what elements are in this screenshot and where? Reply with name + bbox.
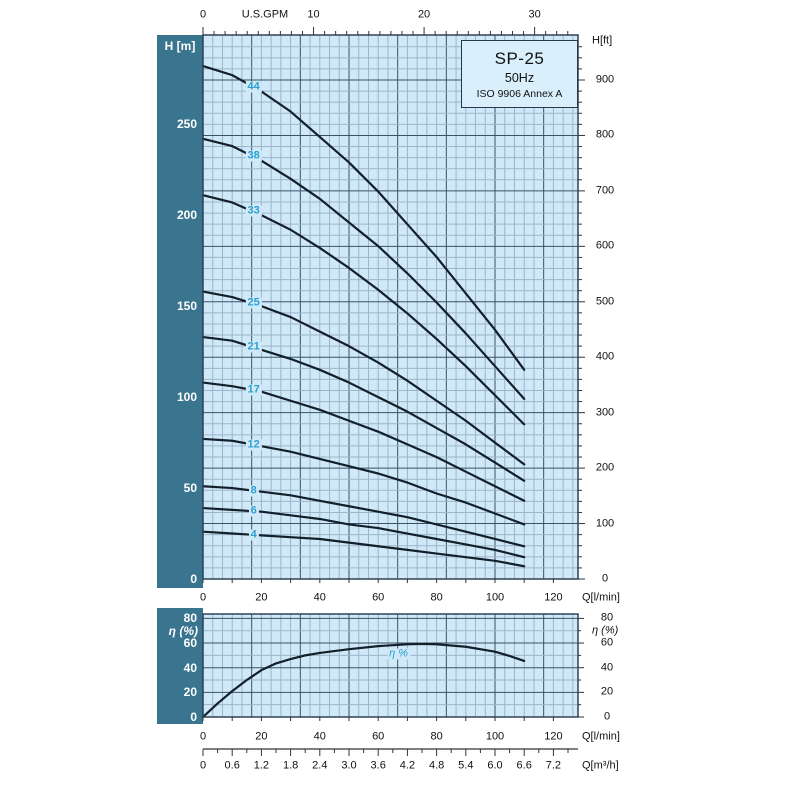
right-tick-label-300: 300 [595,406,615,419]
right-tick-label-500: 500 [595,295,615,308]
curve-label-6: 6 [248,504,259,517]
bottom-eff-tick-label-60: 60 [372,730,385,743]
m3h-tick-label-5.4: 5.4 [458,759,474,772]
bottom-eff-tick-label-20: 20 [255,730,268,743]
pump-model: SP-25 [494,48,545,68]
curve-label-21: 21 [245,340,262,353]
eff-left-tick-label-40: 40 [183,660,197,675]
bottom-eff-axis-unit: Q[l/min] [582,730,620,743]
top-axis-unit: U.S.GPM [241,8,289,21]
m3h-tick-label-2.4: 2.4 [312,759,328,772]
top-tick-label-0: 0 [199,8,207,21]
left-tick-label-0: 0 [190,572,197,586]
left-axis-unit: H [m] [164,39,196,53]
bottom-eff-tick-label-0: 0 [199,730,207,743]
curve-label-17: 17 [245,383,262,396]
bottom-main-axis-unit: Q[l/min] [582,591,620,604]
left-tick-label-150: 150 [176,299,197,314]
bottom-eff-tick-label-40: 40 [313,730,326,743]
right-tick-label-100: 100 [595,517,615,530]
curve-label-25: 25 [245,296,262,309]
left-tick-label-50: 50 [183,481,197,496]
bottom-main-tick-label-80: 80 [430,591,443,604]
bottom-main-tick-label-60: 60 [372,591,385,604]
right-tick-label-600: 600 [595,239,615,252]
m3h-tick-label-6.0: 6.0 [487,759,503,772]
m3h-tick-label-6.6: 6.6 [516,759,532,772]
bottom-eff-tick-label-100: 100 [485,730,505,743]
m3h-tick-label-4.8: 4.8 [428,759,445,772]
curve-label-8: 8 [248,484,259,497]
m3h-tick-label-1.2: 1.2 [253,759,270,772]
m3h-tick-label-1.8: 1.8 [282,759,299,772]
m3h-tick-label-0.6: 0.6 [224,759,240,772]
left-tick-label-200: 200 [176,208,197,223]
left-tick-label-100: 100 [176,390,197,405]
eff-left-axis-unit: η (%) [168,624,198,638]
eff-left-tick-label-80: 80 [183,611,197,626]
eff-right-tick-label-20: 20 [600,685,614,698]
bottom-main-tick-label-20: 20 [255,591,268,604]
eff-right-tick-label-0: 0 [603,710,611,723]
eff-right-tick-label-40: 40 [600,661,614,674]
bottom-main-tick-label-120: 120 [544,591,563,604]
bottom-eff-tick-label-80: 80 [430,730,443,743]
curve-label-4: 4 [248,528,259,541]
efficiency-curve-label: η % [387,647,411,660]
curve-label-12: 12 [245,438,262,451]
right-tick-label-200: 200 [595,461,615,474]
eff-left-tick-label-0: 0 [190,710,197,724]
right-tick-label-400: 400 [595,350,615,363]
bottom-main-tick-label-100: 100 [485,591,505,604]
top-tick-label-20: 20 [417,8,431,21]
top-tick-label-30: 30 [528,8,541,21]
right-tick-label-900: 900 [595,73,615,86]
eff-left-tick-label-20: 20 [183,685,197,700]
eff-right-axis-unit: η (%) [592,624,619,637]
bottom-main-tick-label-40: 40 [313,591,326,604]
right-tick-label-700: 700 [595,184,615,197]
right-tick-label-0: 0 [601,572,609,585]
m3h-tick-label-3.0: 3.0 [341,759,357,772]
pump-standard: ISO 9906 Annex A [476,87,563,100]
m3h-tick-label-3.6: 3.6 [370,759,386,772]
right-tick-label-800: 800 [595,128,615,141]
pump-frequency: 50Hz [504,70,535,85]
m3h-tick-label-4.2: 4.2 [399,759,416,772]
eff-left-tick-label-60: 60 [183,636,197,651]
bottom-main-tick-label-0: 0 [199,591,207,604]
curve-label-38: 38 [245,149,262,162]
curve-label-33: 33 [245,204,262,217]
right-axis-unit: H[ft] [592,34,613,47]
title-box: SP-25 50Hz ISO 9906 Annex A [461,40,578,108]
left-tick-label-250: 250 [176,117,197,132]
m3h-tick-label-7.2: 7.2 [545,759,562,772]
eff-right-tick-label-60: 60 [600,636,614,649]
eff-right-tick-label-80: 80 [600,611,614,624]
curve-label-44: 44 [245,80,262,93]
m3h-tick-label-0: 0 [199,759,207,772]
bottom-eff-tick-label-120: 120 [544,730,563,743]
m3h-axis-unit: Q[m³/h] [582,759,619,772]
top-tick-label-10: 10 [307,8,320,21]
